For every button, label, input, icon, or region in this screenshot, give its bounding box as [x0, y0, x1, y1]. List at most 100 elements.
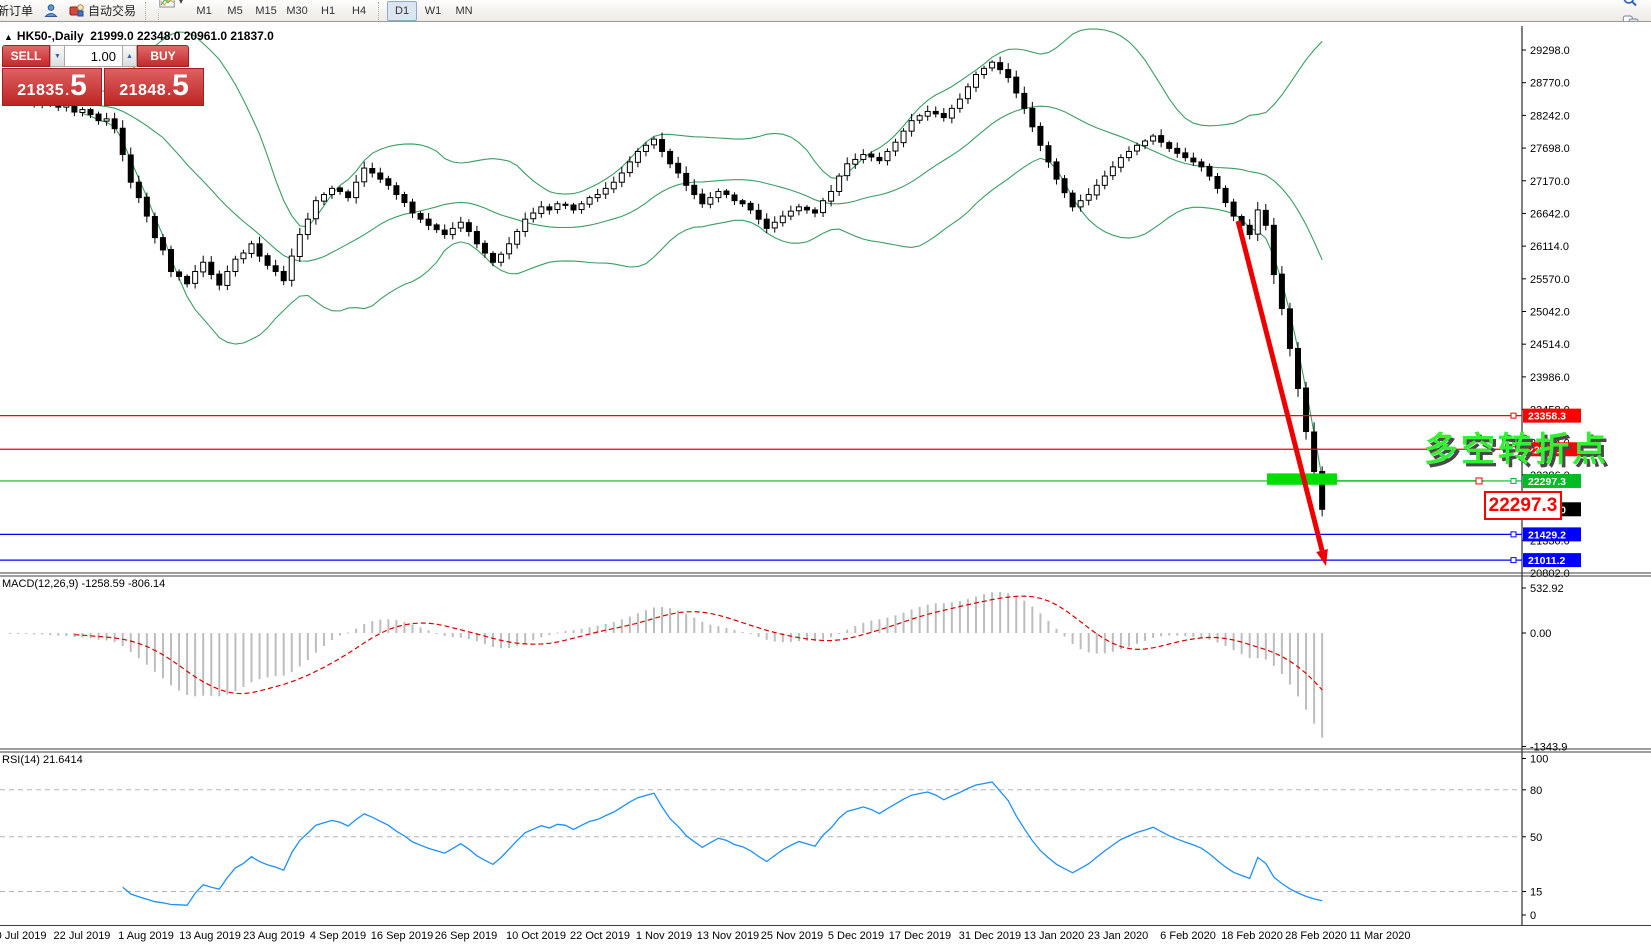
svg-text:29298.0: 29298.0 [1530, 45, 1570, 57]
svg-text:26114.0: 26114.0 [1530, 241, 1569, 253]
macd-signal-line [74, 595, 1323, 695]
price-callout-box[interactable]: 22297.3 [1484, 491, 1562, 520]
svg-text:13 Aug 2019: 13 Aug 2019 [179, 930, 241, 942]
chart-canvas[interactable]: 29298.0 28770.0 28242.0 27698.0 27170.0 26642… [0, 24, 1651, 945]
svg-text:10 Oct 2019: 10 Oct 2019 [506, 930, 566, 942]
svg-text:4 Sep 2019: 4 Sep 2019 [310, 930, 366, 942]
svg-text:26642.0: 26642.0 [1530, 208, 1570, 220]
svg-text:100: 100 [1530, 754, 1548, 766]
rsi-pane-separator[interactable] [0, 748, 1651, 753]
timeframe-w1-button[interactable]: W1 [424, 4, 442, 17]
svg-text:13 Jan 2020: 13 Jan 2020 [1024, 930, 1085, 942]
svg-text:5 Dec 2019: 5 Dec 2019 [828, 930, 884, 942]
svg-text:23358.3: 23358.3 [1528, 411, 1566, 423]
svg-text:31 Dec 2019: 31 Dec 2019 [959, 930, 1021, 942]
rsi-label: RSI(14) 21.6414 [2, 754, 83, 766]
macd-label: MACD(12,26,9) -1258.59 -806.14 [2, 578, 166, 590]
time-axis[interactable]: 10 Jul 2019 22 Jul 2019 1 Aug 2019 13 Aug 2… [0, 930, 1410, 942]
bid-dot: . [65, 82, 70, 98]
rsi-axis[interactable]: 100 80 50 15 0 [1522, 754, 1548, 923]
svg-text:50: 50 [1530, 832, 1542, 844]
ask-price-fraction: 5 [172, 69, 189, 102]
volume-decrease-button[interactable]: ▼ [50, 45, 65, 67]
signal-icon[interactable] [39, 22, 63, 23]
trend-arrow[interactable] [1235, 220, 1328, 566]
profile-icon[interactable] [39, 0, 63, 21]
svg-text:23986.0: 23986.0 [1530, 372, 1570, 384]
svg-text:28242.0: 28242.0 [1530, 110, 1570, 122]
svg-text:20802.0: 20802.0 [1530, 568, 1570, 580]
svg-text:21429.2: 21429.2 [1528, 529, 1566, 541]
search-icon[interactable] [1618, 0, 1643, 11]
sell-price-button[interactable]: 21835 . 5 [2, 68, 102, 106]
svg-text:10 Jul 2019: 10 Jul 2019 [0, 930, 46, 942]
svg-text:-1343.9: -1343.9 [1530, 742, 1567, 754]
bid-price: 21835 [17, 82, 65, 99]
annotation-text[interactable]: 多空转折点 [1424, 431, 1609, 469]
candlesticks [7, 56, 1326, 517]
svg-text:23 Jan 2020: 23 Jan 2020 [1088, 930, 1149, 942]
timeframe-d1-button[interactable]: D1 [387, 0, 418, 21]
rsi-levels [0, 789, 1522, 893]
new-order-button[interactable]: 新订单 [0, 0, 37, 21]
toolbar-separator [158, 12, 160, 21]
macd-pane-separator[interactable] [0, 572, 1651, 577]
buy-button[interactable]: BUY [137, 45, 189, 67]
timeframe-m1-button[interactable]: M1 [196, 4, 212, 17]
ask-price: 21848 [119, 82, 167, 99]
chart-settings-dropdown[interactable]: ▾ [155, 0, 187, 13]
chart-window: 29298.0 28770.0 28242.0 27698.0 27170.0 26642… [0, 24, 1651, 945]
rsi-line [122, 781, 1323, 906]
svg-text:27698.0: 27698.0 [1530, 143, 1570, 155]
chat-icon[interactable] [1618, 11, 1643, 21]
horizontal-line-objects[interactable]: 23358.3 22811.7 22297.3 21429.2 21011.2 [0, 408, 1581, 568]
svg-text:21011.2: 21011.2 [1528, 555, 1566, 567]
svg-text:80: 80 [1530, 785, 1542, 797]
auto-trading-icon [69, 3, 85, 18]
svg-text:0: 0 [1530, 910, 1536, 922]
macd-histogram [9, 592, 1324, 738]
timeframe-mn-button[interactable]: MN [455, 4, 473, 17]
svg-text:18 Feb 2020: 18 Feb 2020 [1221, 930, 1283, 942]
timeframe-h1-button[interactable]: H1 [321, 4, 336, 17]
svg-text:25042.0: 25042.0 [1530, 307, 1570, 319]
macd-axis[interactable]: 532.92 0.00 -1343.9 [1522, 583, 1567, 754]
svg-text:532.92: 532.92 [1530, 583, 1564, 595]
svg-text:11 Mar 2020: 11 Mar 2020 [1350, 930, 1411, 942]
timeframe-m30-button[interactable]: M30 [286, 4, 308, 17]
buy-price-button[interactable]: 21848 . 5 [104, 68, 204, 106]
bid-price-fraction: 5 [70, 69, 87, 102]
sell-button[interactable]: SELL [2, 45, 50, 67]
toolbar-separator [145, 1, 150, 20]
svg-text:22 Oct 2019: 22 Oct 2019 [570, 930, 630, 942]
svg-text:22297.3: 22297.3 [1528, 476, 1566, 488]
timeframe-m5-button[interactable]: M5 [227, 4, 243, 17]
volume-input[interactable] [65, 45, 122, 67]
svg-text:28770.0: 28770.0 [1530, 78, 1570, 90]
svg-text:24514.0: 24514.0 [1530, 339, 1570, 351]
svg-text:1 Nov 2019: 1 Nov 2019 [636, 930, 692, 942]
bollinger-bands [82, 28, 1323, 479]
svg-text:17 Dec 2019: 17 Dec 2019 [889, 930, 951, 942]
svg-text:16 Sep 2019: 16 Sep 2019 [371, 930, 433, 942]
symbol-period-label: HK50-,Daily [16, 29, 84, 43]
connector-handle[interactable] [1475, 477, 1483, 485]
timeframe-h4-button[interactable]: H4 [352, 4, 367, 17]
collapse-icon[interactable]: ▲ [4, 32, 13, 42]
auto-trading-button[interactable]: 自动交易 [65, 0, 140, 21]
svg-text:1 Aug 2019: 1 Aug 2019 [118, 930, 174, 942]
svg-text:22 Jul 2019: 22 Jul 2019 [54, 930, 111, 942]
svg-text:27170.0: 27170.0 [1530, 176, 1570, 188]
toolbar-separator [378, 1, 383, 20]
svg-text:25570.0: 25570.0 [1530, 274, 1570, 286]
svg-text:15: 15 [1530, 887, 1542, 899]
svg-text:22811.7: 22811.7 [1528, 444, 1566, 456]
ohlc-values: 21999.0 22348.0 20961.0 21837.0 [90, 29, 274, 43]
svg-text:23 Aug 2019: 23 Aug 2019 [243, 930, 305, 942]
svg-text:6 Feb 2020: 6 Feb 2020 [1160, 930, 1216, 942]
timeframe-m15-button[interactable]: M15 [255, 4, 277, 17]
volume-increase-button[interactable]: ▲ [122, 45, 137, 67]
svg-text:13 Nov 2019: 13 Nov 2019 [697, 930, 759, 942]
auto-trading-label: 自动交易 [88, 4, 137, 18]
